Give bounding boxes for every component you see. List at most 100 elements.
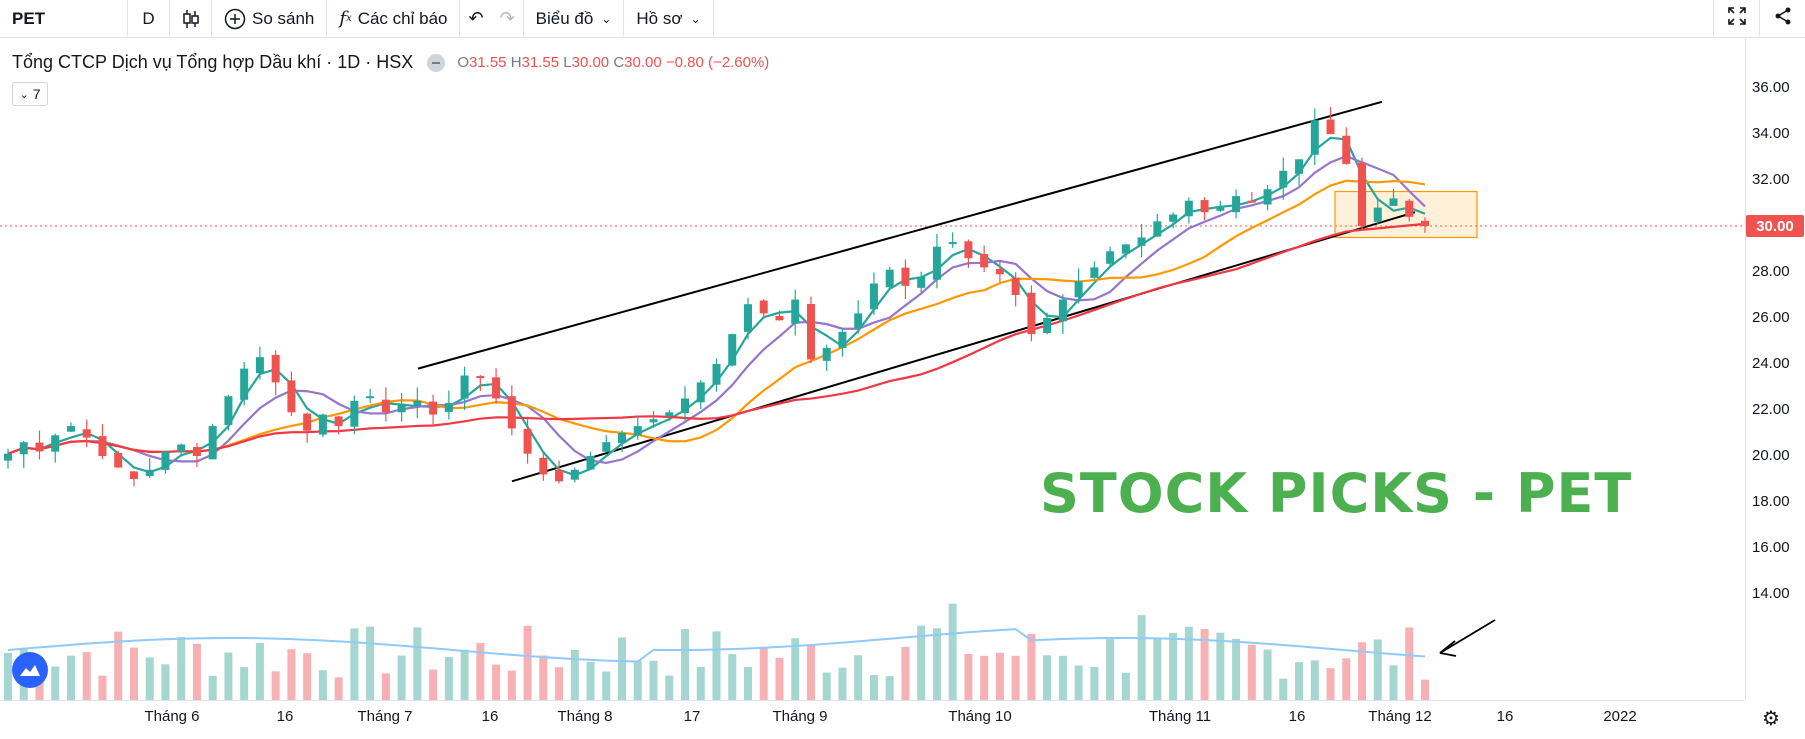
candle-body: [1027, 292, 1036, 335]
volume-bar: [208, 675, 217, 700]
undo-icon: ↶: [468, 8, 484, 28]
watermark-text: STOCK PICKS - PET: [1040, 462, 1633, 525]
candle-body: [1074, 281, 1083, 298]
volume-bar: [1263, 649, 1272, 700]
candle-body: [901, 267, 910, 286]
candle-body: [334, 416, 343, 427]
volume-bar: [980, 655, 989, 700]
plus-circle-icon: [224, 8, 246, 30]
moving-average-line: [7, 179, 1426, 455]
candle-body: [381, 399, 390, 413]
undo-button[interactable]: ↶: [460, 0, 491, 38]
compare-button[interactable]: So sánh: [212, 0, 328, 38]
time-tick-label: Tháng 6: [144, 708, 200, 725]
volume-bar: [1169, 632, 1178, 700]
compare-label: So sánh: [252, 8, 315, 28]
volume-bar: [1326, 668, 1335, 700]
candle-body: [444, 403, 453, 412]
share-button[interactable]: [1759, 0, 1805, 38]
symbol-label: PET: [12, 8, 46, 28]
volume-bar: [397, 655, 406, 700]
volume-bar: [318, 670, 327, 700]
candle-body: [1106, 251, 1115, 264]
candle-body: [192, 446, 201, 456]
time-tick-label: 16: [276, 708, 294, 725]
indicators-collapse-button[interactable]: ⌄ 7: [12, 82, 48, 106]
logo-icon: [12, 652, 48, 688]
candle-body: [602, 442, 611, 452]
candle-body: [728, 334, 737, 366]
close-key: C: [613, 54, 625, 71]
fullscreen-icon: [1727, 6, 1747, 31]
candle-body: [413, 400, 422, 406]
volume-bar: [1342, 658, 1351, 700]
candle-body: [649, 419, 658, 423]
time-axis[interactable]: [0, 700, 1745, 739]
redo-button[interactable]: ↷: [492, 0, 524, 38]
time-tick-label: 16: [1288, 708, 1306, 725]
price-chart[interactable]: [0, 38, 1745, 700]
chart-legend: Tổng CTCP Dịch vụ Tổng hợp Dầu khí · 1D …: [12, 52, 769, 73]
candle-body: [19, 442, 28, 455]
volume-bar: [822, 672, 831, 700]
candle-body: [350, 400, 359, 427]
volume-bar: [759, 646, 768, 700]
candle-body: [1421, 220, 1429, 226]
volume-bar: [66, 655, 75, 700]
symbol-search-button[interactable]: PET: [0, 0, 128, 38]
candle-body: [1169, 214, 1178, 222]
fullscreen-button[interactable]: [1713, 0, 1759, 38]
candlestick-icon: [182, 9, 200, 29]
time-tick-label: 17: [683, 708, 701, 725]
hide-legend-icon[interactable]: [427, 53, 446, 72]
candle-body: [51, 435, 60, 452]
volume-bar: [145, 657, 154, 700]
candle-body: [1058, 299, 1067, 322]
volume-bar: [460, 649, 469, 700]
volume-bar: [743, 667, 752, 700]
candle-body: [271, 354, 280, 383]
price-axis[interactable]: [1745, 38, 1805, 700]
volume-bar: [775, 657, 784, 700]
time-tick-label: Tháng 9: [772, 708, 828, 725]
candle-body: [1200, 200, 1209, 213]
gear-icon[interactable]: ⚙: [1762, 708, 1780, 730]
candle-body: [775, 315, 784, 321]
volume-bar: [948, 603, 957, 700]
candle-body: [177, 444, 186, 452]
candle-body: [114, 452, 123, 468]
candle-body: [1358, 162, 1367, 226]
volume-bar: [51, 666, 60, 700]
open-value: 31.55: [468, 54, 507, 71]
volume-bar: [271, 671, 280, 700]
volume-bar: [1121, 672, 1130, 700]
volume-bar: [869, 675, 878, 700]
candle-body: [712, 364, 721, 385]
volume-bar: [523, 625, 532, 700]
volume-bar: [665, 675, 674, 700]
volume-bar: [35, 673, 44, 700]
candle-body: [791, 299, 800, 324]
time-tick-label: Tháng 7: [357, 708, 413, 725]
price-tick-label: 34.00: [1752, 125, 1790, 142]
interval-button[interactable]: D: [128, 0, 170, 38]
chart-menu-button[interactable]: Biểu đồ ⌄: [524, 0, 625, 38]
chart-type-button[interactable]: [170, 0, 212, 38]
channel-upper-line: [417, 100, 1383, 370]
volume-bar: [507, 670, 516, 700]
candle-body: [1373, 207, 1382, 222]
volume-bar: [1011, 655, 1020, 700]
candle-body: [822, 347, 831, 361]
profile-menu-button[interactable]: Hồ sơ ⌄: [624, 0, 714, 38]
candle-body: [429, 401, 438, 415]
volume-bar: [649, 660, 658, 700]
volume-bar: [413, 627, 422, 700]
volume-bar: [492, 664, 501, 700]
time-tick-label: Tháng 12: [1368, 708, 1432, 725]
volume-bar: [82, 652, 91, 700]
redo-icon: ↷: [499, 8, 515, 28]
candle-body: [980, 253, 989, 268]
